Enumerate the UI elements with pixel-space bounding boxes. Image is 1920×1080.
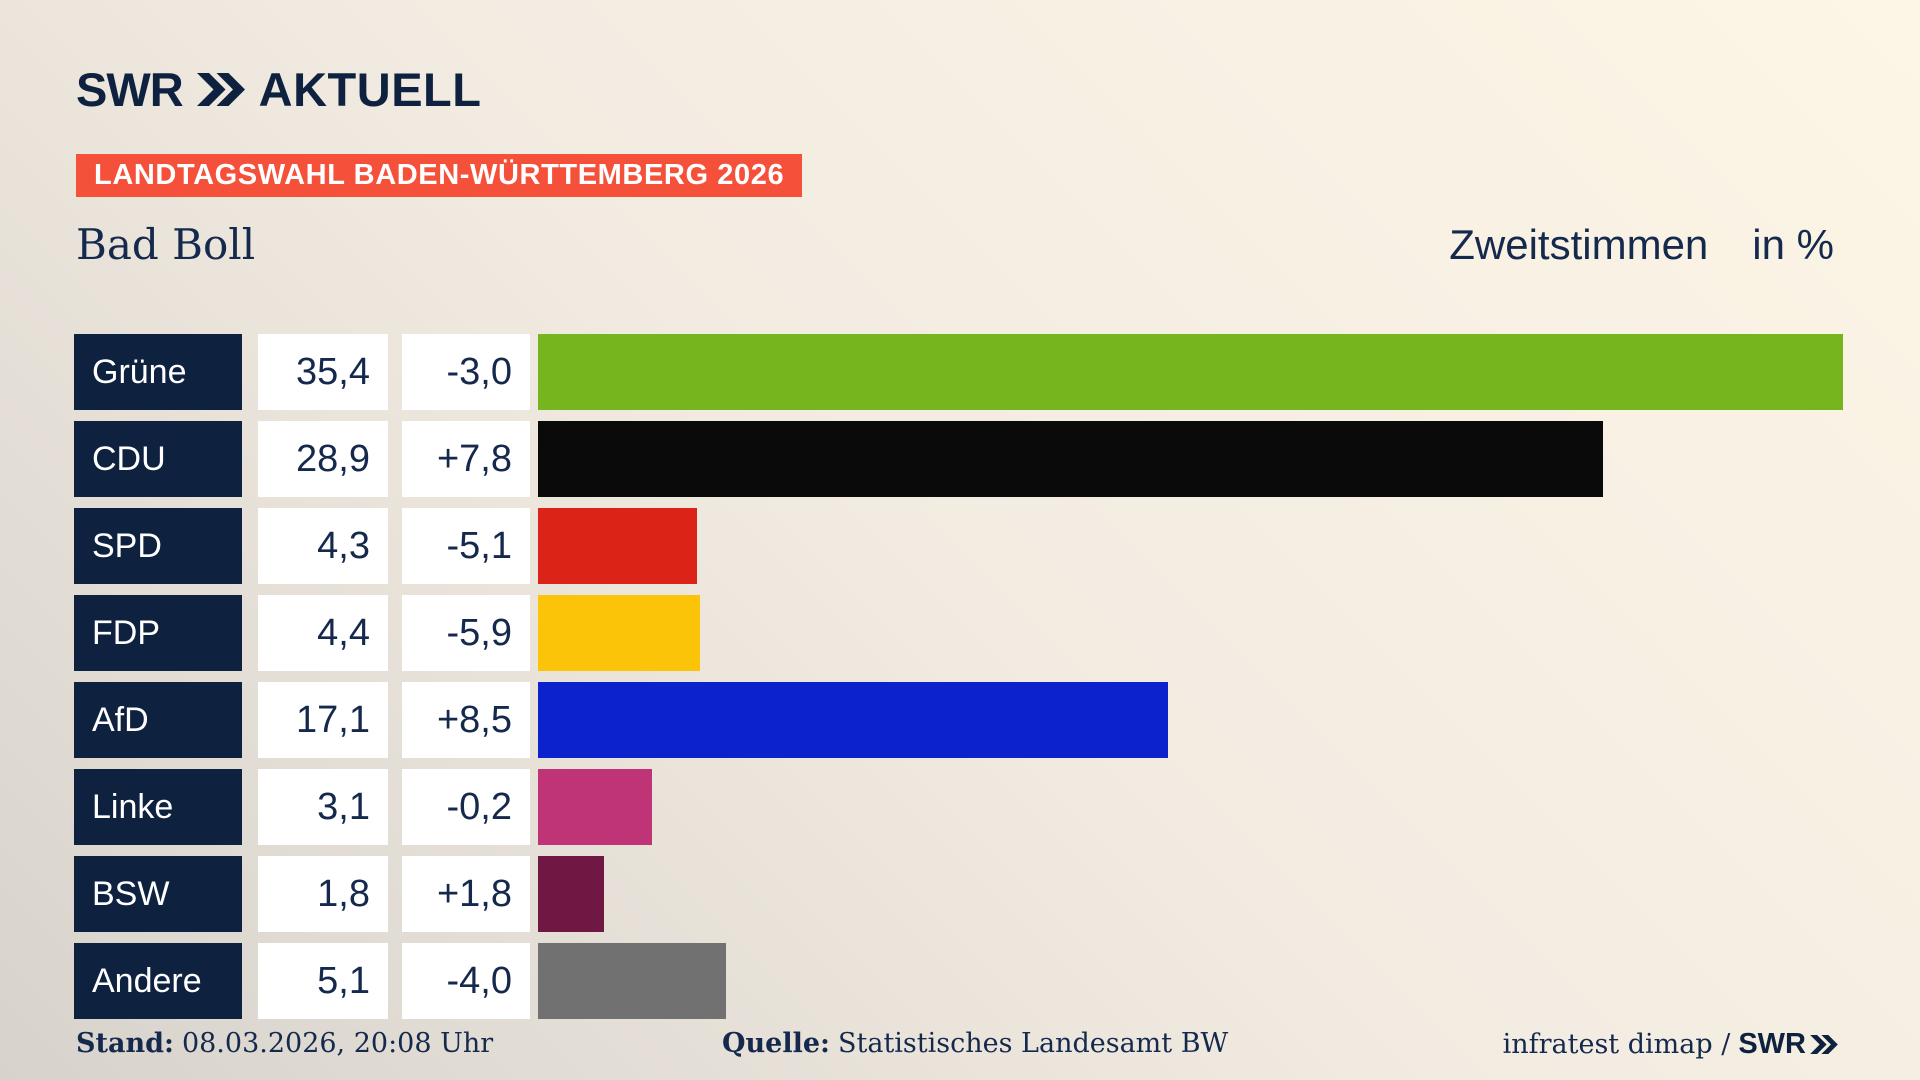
party-value: 3,1 <box>258 769 388 845</box>
party-label: SPD <box>74 508 242 584</box>
party-label: Andere <box>74 943 242 1019</box>
measure-group: Zweitstimmen in % <box>1449 221 1834 269</box>
party-bar <box>538 769 653 845</box>
party-bar <box>538 682 1169 758</box>
party-label: BSW <box>74 856 242 932</box>
bar-track <box>538 856 1920 932</box>
party-row: Grüne 35,4 -3,0 <box>74 334 1920 410</box>
party-change: +7,8 <box>402 421 530 497</box>
party-bar <box>538 943 726 1019</box>
bar-track <box>538 595 1920 671</box>
measure-label: Zweitstimmen <box>1449 221 1709 268</box>
party-bar <box>538 421 1604 497</box>
aktuell-logo-text: AKTUELL <box>258 63 482 116</box>
party-label: Grüne <box>74 334 242 410</box>
bar-track <box>538 769 1920 845</box>
municipality-title: Bad Boll <box>76 220 256 269</box>
party-label: AfD <box>74 682 242 758</box>
party-value: 35,4 <box>258 334 388 410</box>
party-row: Linke 3,1 -0,2 <box>74 769 1920 845</box>
bar-track <box>538 682 1920 758</box>
stand-label: Stand: <box>76 1028 174 1059</box>
party-label: Linke <box>74 769 242 845</box>
party-change: +1,8 <box>402 856 530 932</box>
swr-footer-logo: SWR <box>1738 1028 1838 1061</box>
party-label: CDU <box>74 421 242 497</box>
unit-label: in % <box>1752 221 1834 268</box>
swr-footer-logo-text: SWR <box>1738 1028 1806 1060</box>
bar-track <box>538 421 1920 497</box>
stand-info: Stand: 08.03.2026, 20:08 Uhr <box>76 1028 493 1059</box>
party-value: 5,1 <box>258 943 388 1019</box>
party-row: AfD 17,1 +8,5 <box>74 682 1920 758</box>
credit-text: infratest dimap / <box>1502 1029 1731 1060</box>
stand-value: 08.03.2026, 20:08 Uhr <box>181 1028 494 1059</box>
source-label: Quelle: <box>722 1028 830 1059</box>
party-change: +8,5 <box>402 682 530 758</box>
party-value: 1,8 <box>258 856 388 932</box>
party-bar <box>538 334 1843 410</box>
party-value: 4,3 <box>258 508 388 584</box>
party-change: -5,1 <box>402 508 530 584</box>
chart-rows: Grüne 35,4 -3,0 CDU 28,9 +7,8 SPD 4,3 -5,1 FDP 4,4… <box>74 334 1920 1019</box>
results-bar-chart: Grüne 35,4 -3,0 CDU 28,9 +7,8 SPD 4,3 -5,1 FDP 4,4… <box>74 334 1920 1030</box>
source-value: Statistisches Landesamt BW <box>838 1028 1229 1059</box>
footer: Stand: 08.03.2026, 20:08 Uhr Quelle: Sta… <box>0 1028 1920 1068</box>
double-chevron-icon <box>1810 1035 1838 1054</box>
party-bar <box>538 508 697 584</box>
party-label: FDP <box>74 595 242 671</box>
party-row: SPD 4,3 -5,1 <box>74 508 1920 584</box>
party-change: -0,2 <box>402 769 530 845</box>
party-value: 17,1 <box>258 682 388 758</box>
party-row: BSW 1,8 +1,8 <box>74 856 1920 932</box>
bar-track <box>538 508 1920 584</box>
credit-info: infratest dimap / SWR <box>1503 1028 1838 1061</box>
party-change: -5,9 <box>402 595 530 671</box>
party-bar <box>538 595 701 671</box>
party-row: FDP 4,4 -5,9 <box>74 595 1920 671</box>
double-chevron-icon <box>196 73 245 106</box>
bar-track <box>538 334 1920 410</box>
party-row: Andere 5,1 -4,0 <box>74 943 1920 1019</box>
swr-aktuell-logo: SWR AKTUELL <box>76 66 481 113</box>
party-row: CDU 28,9 +7,8 <box>74 421 1920 497</box>
party-change: -4,0 <box>402 943 530 1019</box>
source-info: Quelle: Statistisches Landesamt BW <box>722 1028 1228 1059</box>
swr-logo-text: SWR <box>76 63 184 116</box>
party-bar <box>538 856 605 932</box>
party-value: 28,9 <box>258 421 388 497</box>
election-banner: LANDTAGSWAHL BADEN-WÜRTTEMBERG 2026 <box>76 154 803 197</box>
bar-track <box>538 943 1920 1019</box>
party-value: 4,4 <box>258 595 388 671</box>
title-bar: Bad Boll Zweitstimmen in % <box>76 220 1834 269</box>
party-change: -3,0 <box>402 334 530 410</box>
